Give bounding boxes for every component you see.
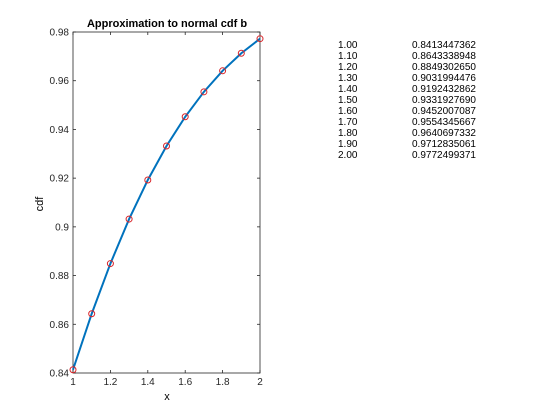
data-point-marker [237, 49, 245, 57]
data-point-marker [163, 142, 170, 150]
y-tick-label: 0.98 [50, 28, 70, 39]
table-cell-x: 1.60 [338, 106, 358, 117]
table-cell-x: 1.00 [338, 40, 358, 51]
table-cell-cdf: 0.8643338948 [412, 51, 476, 62]
table-cell-cdf: 0.9031994476 [412, 73, 476, 84]
x-tick-label: 1 [70, 377, 76, 388]
table-cell-cdf: 0.9772499371 [412, 150, 476, 161]
table-cell-x: 1.50 [338, 95, 358, 106]
chart-title: Approximation to normal cdf b [87, 18, 247, 30]
table-cell-x: 1.90 [338, 139, 358, 150]
table-cell-cdf: 0.9712835061 [412, 139, 476, 150]
table-cell-x: 1.70 [338, 117, 358, 128]
x-tick-label: 2 [257, 377, 263, 388]
table-cell-cdf: 0.9640697332 [412, 128, 476, 139]
x-tick-label: 1.6 [178, 377, 192, 388]
tick-marks [72, 31, 261, 374]
x-tick-labels: 1 1.2 1.4 1.6 1.8 2 [70, 377, 263, 388]
table-cell-x: 1.20 [338, 62, 358, 73]
table-cell-cdf: 0.9192432862 [412, 84, 476, 95]
table-cell-x: 1.10 [338, 51, 358, 62]
data-point-marker [106, 260, 114, 268]
plot-series [69, 35, 264, 374]
y-tick-label: 0.84 [50, 369, 70, 380]
y-tick-label: 0.88 [50, 271, 70, 282]
y-tick-label: 0.86 [50, 320, 70, 331]
table-cell-x: 1.40 [338, 84, 358, 95]
x-tick-label: 1.2 [103, 377, 117, 388]
data-point-marker [125, 215, 133, 223]
table-cell-cdf: 0.8413447362 [412, 40, 476, 51]
y-axis-label: cdf [34, 196, 46, 212]
y-tick-label: 0.9 [55, 222, 69, 233]
series-line [72, 37, 261, 371]
y-tick-labels: 0.84 0.86 0.88 0.9 0.92 0.94 0.96 0.98 [50, 28, 70, 380]
data-point-marker [181, 113, 189, 121]
y-tick-label: 0.92 [50, 174, 70, 185]
data-point-marker [200, 88, 208, 96]
table-cell-x: 2.00 [338, 150, 358, 161]
table-cell-cdf: 0.8849302650 [412, 62, 476, 73]
table-cell-x: 1.80 [338, 128, 358, 139]
table-cell-x: 1.30 [338, 73, 358, 84]
x-axis-label: x [164, 391, 170, 403]
y-tick-label: 0.94 [50, 125, 70, 136]
data-point-marker [69, 366, 77, 374]
axes [72, 31, 261, 374]
y-tick-label: 0.96 [50, 76, 70, 87]
table-cell-cdf: 0.9554345667 [412, 117, 476, 128]
axes-box [72, 31, 261, 374]
x-tick-label: 1.4 [141, 377, 155, 388]
data-point-marker [144, 176, 152, 184]
x-tick-label: 1.8 [216, 377, 230, 388]
data-point-marker [256, 35, 264, 43]
data-point-marker [88, 310, 96, 318]
table-cell-cdf: 0.9331927690 [412, 95, 476, 106]
data-point-marker [219, 67, 227, 75]
table-cell-cdf: 0.9452007087 [412, 106, 476, 117]
